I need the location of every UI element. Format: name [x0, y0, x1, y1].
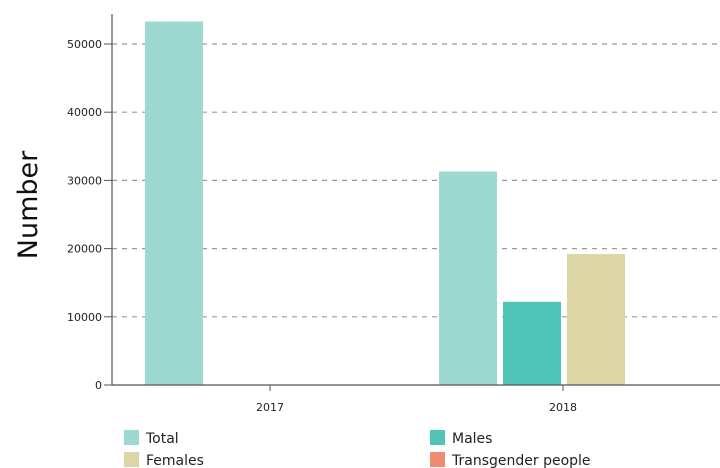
legend-label-males: Males	[452, 431, 492, 447]
y-ticks: 0 10000 20000 30000 40000 50000	[67, 38, 112, 392]
x-tick-label: 2018	[549, 401, 577, 414]
legend-label-total: Total	[145, 431, 179, 447]
y-tick-label: 20000	[67, 243, 102, 256]
y-tick-label: 40000	[67, 106, 102, 119]
bar-total-2017	[145, 21, 203, 386]
legend-swatch-total	[124, 430, 139, 445]
bar-females-2018	[567, 254, 625, 385]
legend-swatch-females	[124, 452, 139, 467]
bar-males-2018	[503, 301, 561, 385]
y-tick-label: 0	[95, 379, 102, 392]
legend-swatch-transgender-people	[430, 452, 445, 467]
grid-lines	[112, 43, 720, 318]
y-tick-label: 50000	[67, 38, 102, 51]
legend: Total Males Females Transgender people	[124, 430, 591, 468]
y-tick-label: 30000	[67, 174, 102, 187]
legend-label-females: Females	[146, 453, 204, 468]
y-tick-label: 10000	[67, 311, 102, 324]
x-tick-label: 2017	[256, 401, 284, 414]
axes	[111, 14, 720, 386]
legend-swatch-males	[430, 430, 445, 445]
bars	[145, 21, 625, 386]
legend-label-transgender-people: Transgender people	[451, 453, 591, 468]
bar-total-2018	[439, 171, 497, 385]
x-ticks: 2017 2018	[256, 385, 577, 414]
y-axis-title: Number	[13, 150, 44, 259]
